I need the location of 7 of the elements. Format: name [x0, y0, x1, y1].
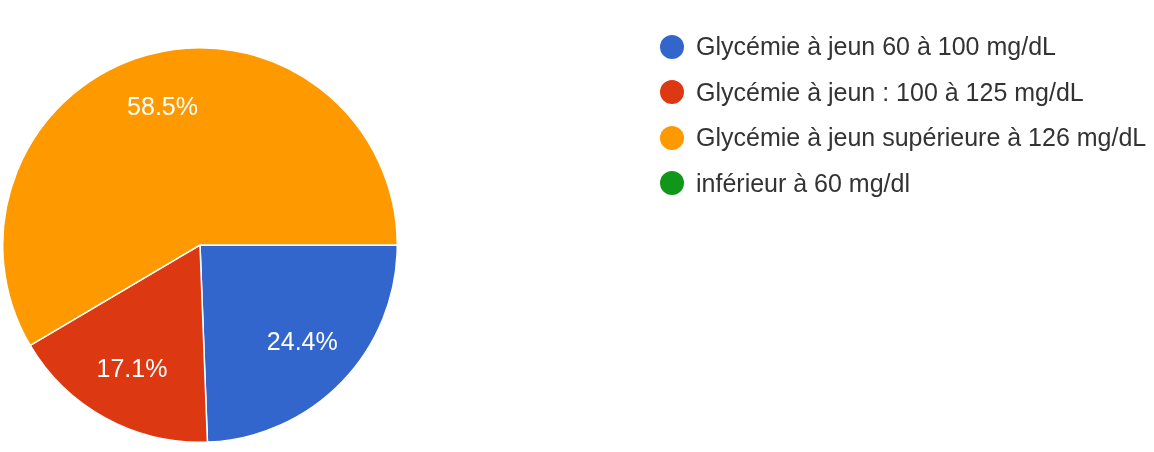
legend-label: inférieur à 60 mg/dl — [696, 168, 911, 198]
legend-label: Glycémie à jeun 60 à 100 mg/dL — [696, 32, 1056, 62]
data-label: 24.4% — [266, 327, 338, 356]
legend-label: Glycémie à jeun : 100 à 125 mg/dL — [696, 77, 1084, 107]
data-label: 17.1% — [96, 353, 168, 382]
legend-label: Glycémie à jeun supérieure à 126 mg/dL — [696, 123, 1147, 153]
data-label: 58.5% — [127, 91, 198, 120]
